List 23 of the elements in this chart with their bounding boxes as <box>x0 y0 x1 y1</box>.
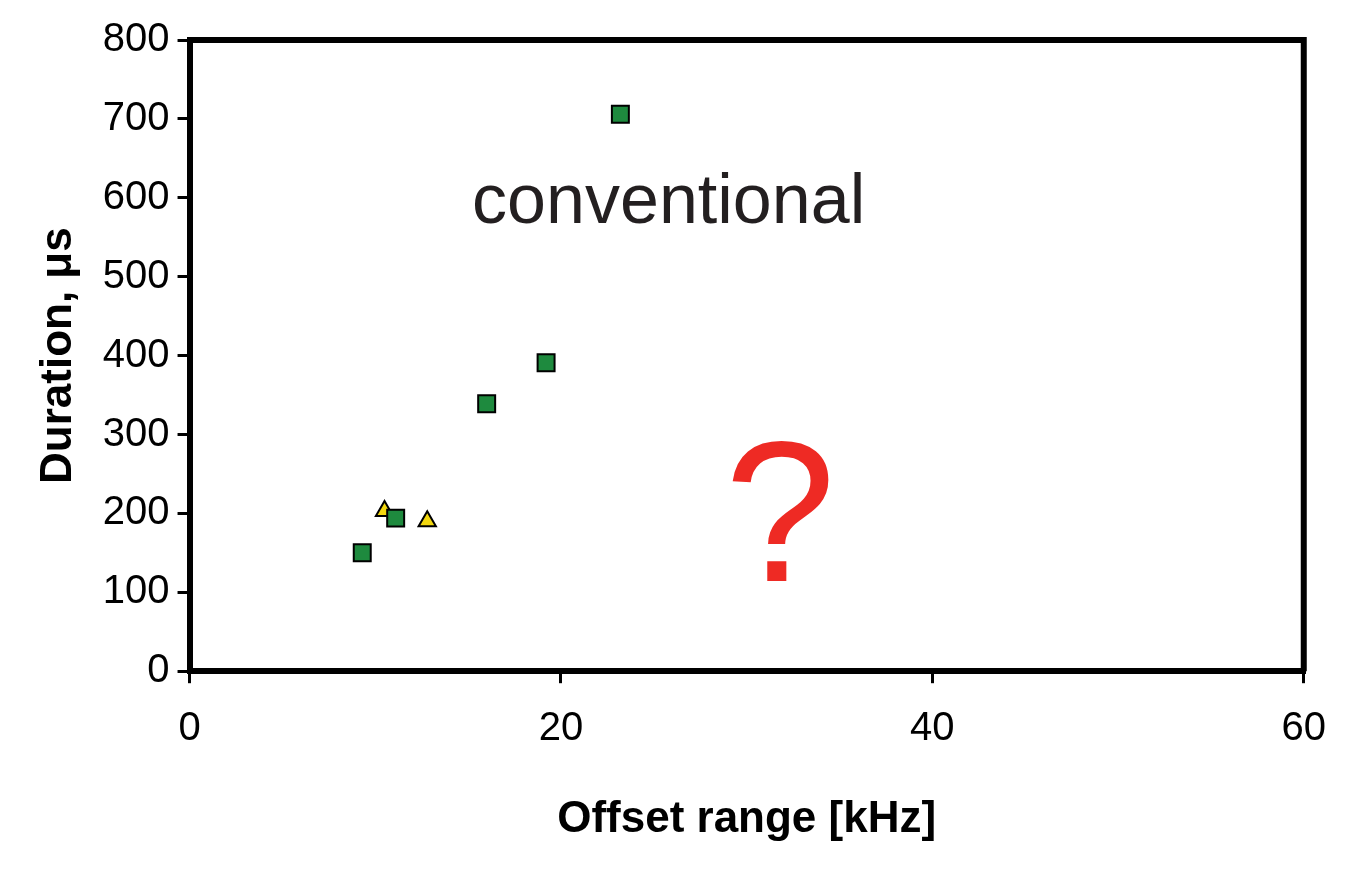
x-tick-label: 40 <box>910 704 955 749</box>
y-tick-label: 800 <box>102 15 170 60</box>
x-axis-title: Offset range [kHz] <box>557 791 937 841</box>
point <box>386 508 406 528</box>
point <box>477 394 497 414</box>
y-tick-label: 500 <box>102 251 170 296</box>
point <box>536 353 556 373</box>
y-tick-label: 300 <box>102 409 170 454</box>
x-tick-label: 20 <box>538 704 584 749</box>
annotation: ? <box>724 400 836 624</box>
point <box>352 543 372 563</box>
point <box>610 104 630 124</box>
y-tick-label: 200 <box>102 488 170 533</box>
y-tick-label: 100 <box>102 567 170 612</box>
y-tick-label: 700 <box>102 93 170 138</box>
y-tick-label: 400 <box>102 330 170 375</box>
point <box>417 510 437 528</box>
x-tick-label: 60 <box>1281 704 1326 749</box>
y-tick-label: 0 <box>147 646 170 691</box>
y-axis-title: Duration, μs <box>30 227 80 484</box>
x-tick-label: 0 <box>178 704 201 749</box>
y-tick-label: 600 <box>102 172 170 217</box>
annotation: conventional <box>472 160 866 239</box>
